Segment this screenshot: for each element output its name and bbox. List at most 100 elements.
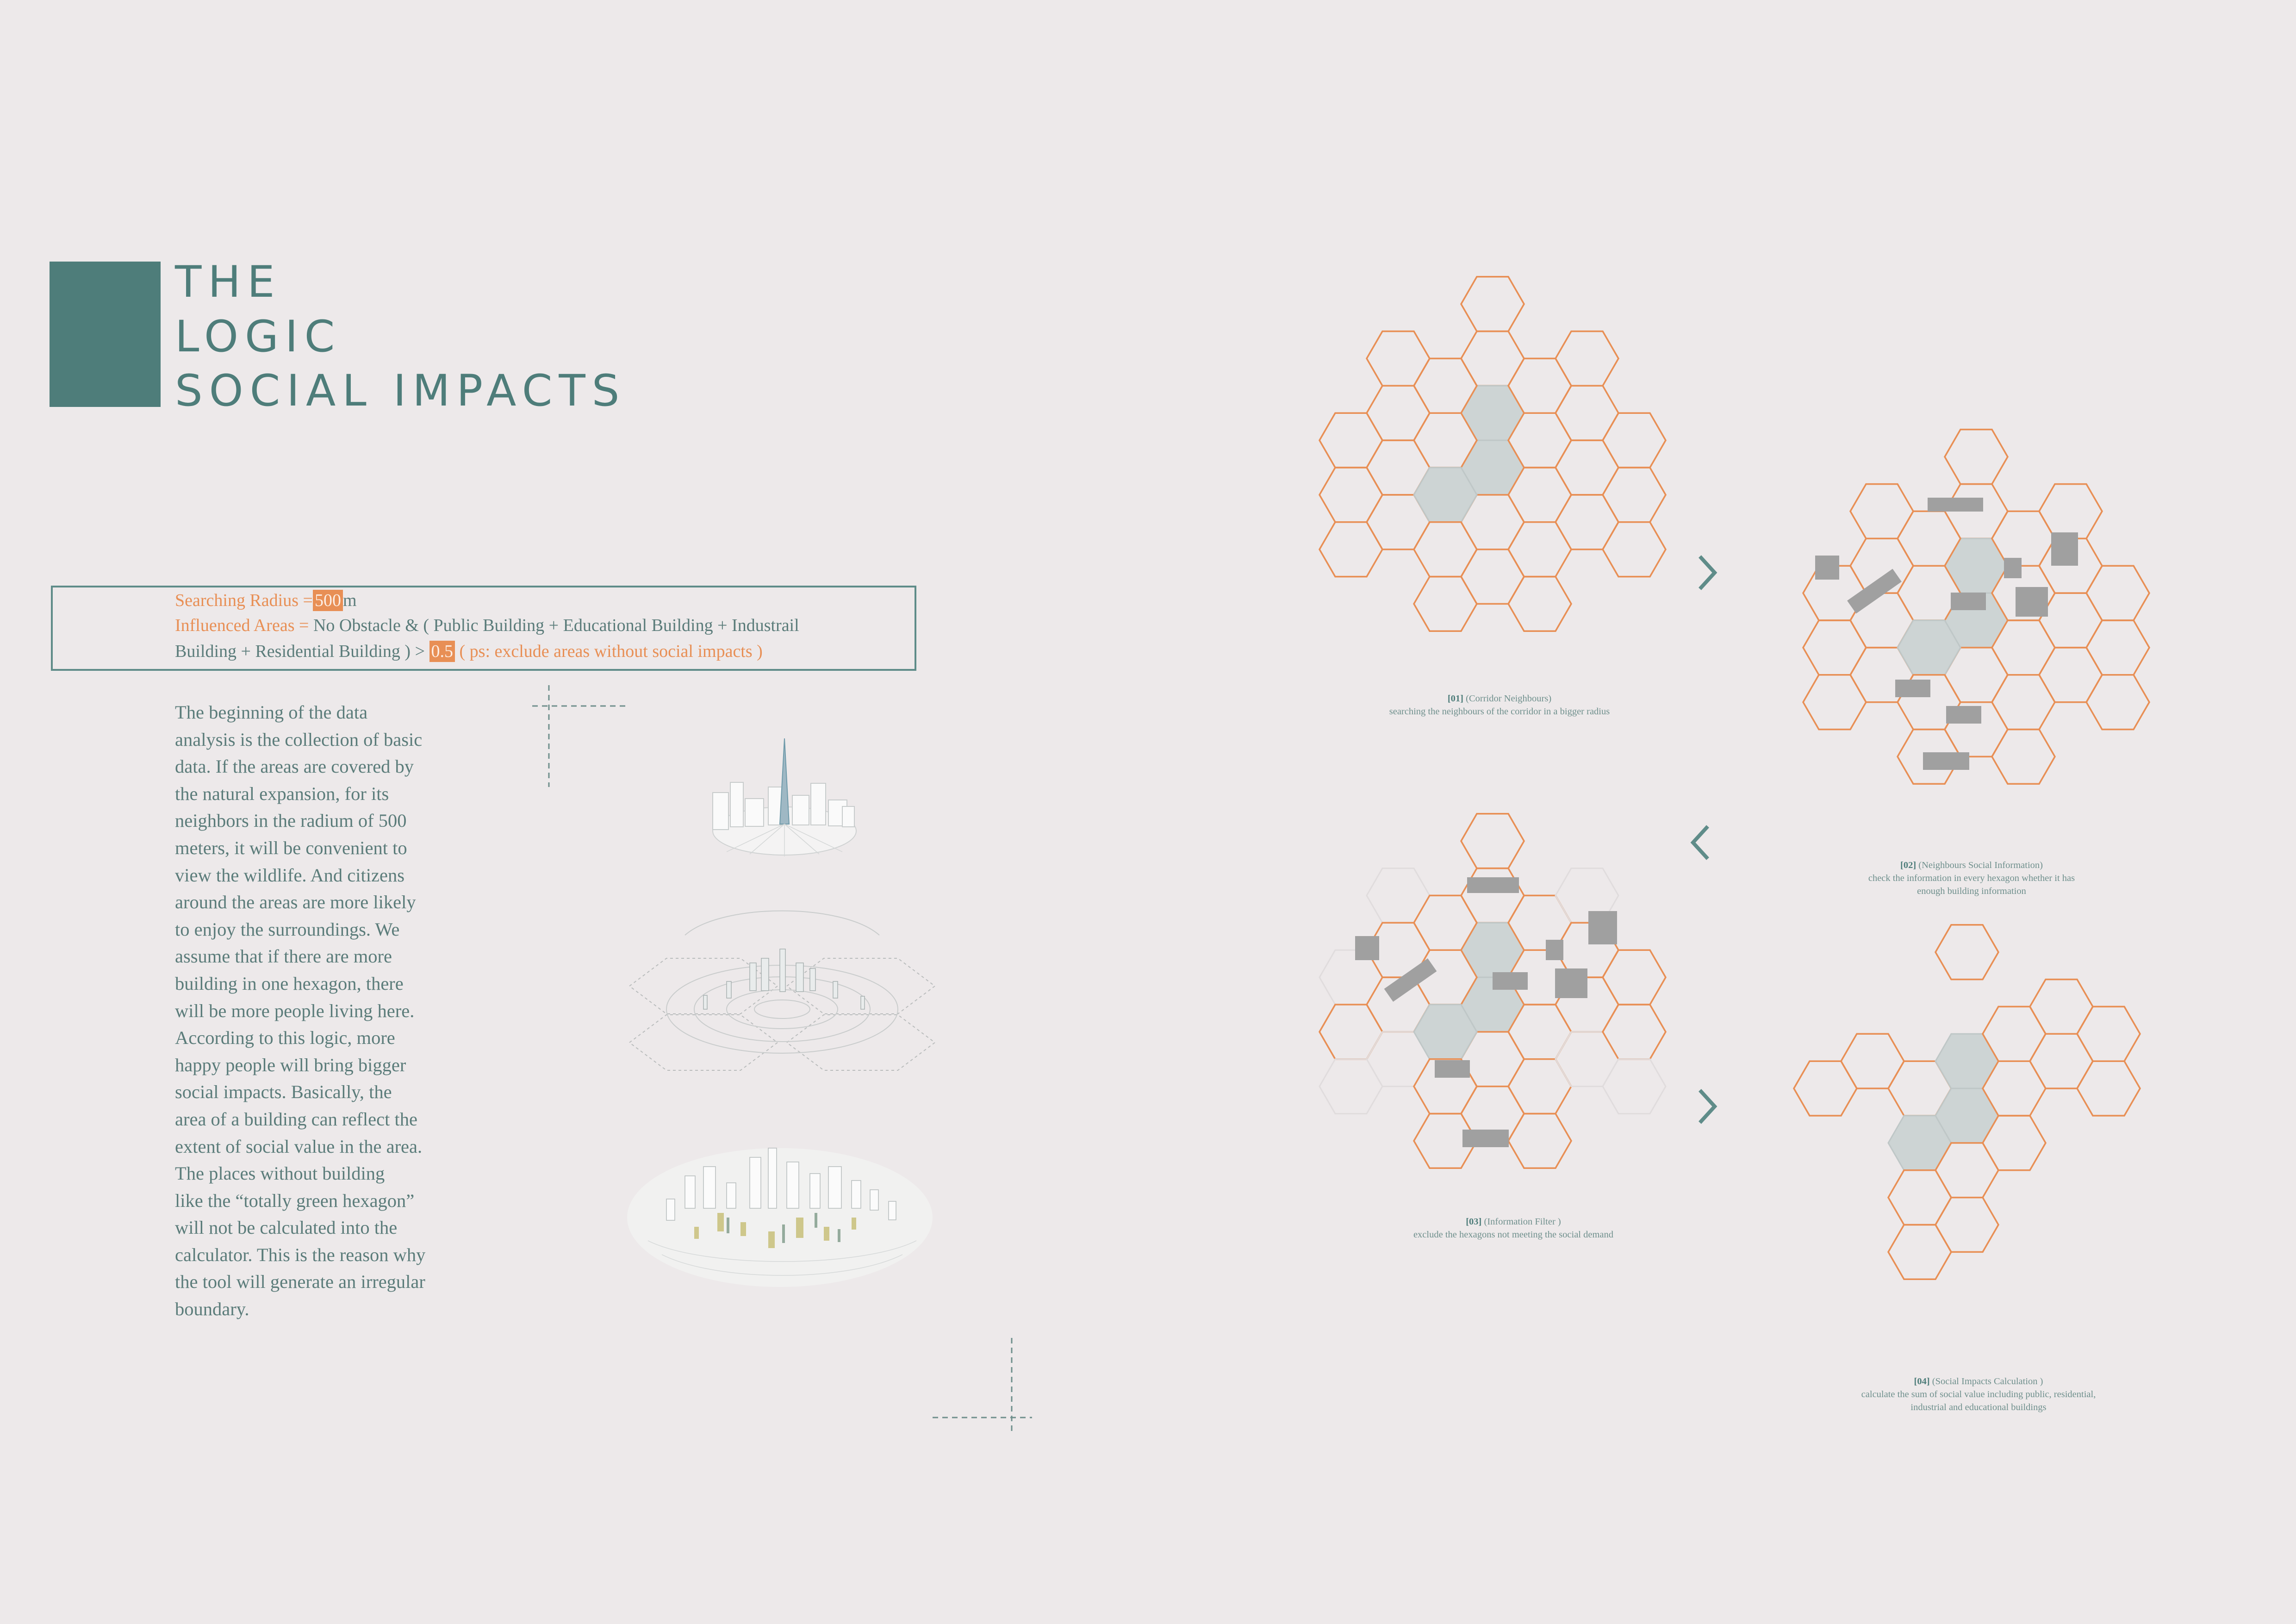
building-footprint (1923, 752, 1969, 770)
building-footprint (2051, 532, 2078, 566)
step-4-desc-1: calculate the sum of social value includ… (1861, 1389, 2096, 1399)
influenced-equals: = (299, 616, 309, 635)
hex-cell (1460, 867, 1525, 924)
chevron-right-icon[interactable] (1692, 552, 1724, 593)
hex-cell (1601, 467, 1667, 523)
step-3-name: (Information Filter ) (1484, 1217, 1561, 1227)
hex-cell (1507, 1058, 1573, 1115)
building-footprint (2016, 587, 2048, 617)
hex-cell-selected (1935, 1033, 1999, 1089)
hex-cell (1887, 1169, 1953, 1226)
hex-cell (1507, 521, 1573, 578)
body-line: According to this logic, more (175, 1027, 395, 1049)
hex-cell (1792, 1060, 1858, 1117)
layered-3d-figures (532, 685, 1032, 1435)
hex-cell (1318, 1004, 1384, 1060)
body-line: the natural expansion, for its (175, 783, 389, 804)
body-line: building in one hexagon, there (175, 973, 404, 994)
building-footprint (1384, 958, 1437, 1002)
body-line: will be more people living here. (175, 1000, 415, 1021)
hex-cell-excluded (1366, 868, 1431, 924)
body-line: will not be calculated into the (175, 1217, 398, 1238)
hex-cell (1412, 575, 1478, 632)
building-footprint (1462, 1130, 1509, 1147)
hex-cell (1896, 728, 1962, 785)
step-2-num: [02] (1900, 860, 1916, 870)
hex-cell (1802, 619, 1867, 676)
step-2-name: (Neighbours Social Information) (1918, 860, 2043, 870)
body-line: data. If the areas are covered by (175, 756, 414, 777)
body-line: the tool will generate an irregular (175, 1271, 425, 1293)
formula-influenced-cont: Building + Residential Building ) > 0.5 … (175, 641, 763, 662)
body-paragraph: The beginning of the data analysis is the… (175, 699, 471, 1323)
building-footprint (1815, 556, 1839, 580)
terrain-towers (703, 949, 865, 1010)
hex-cell (1991, 674, 2056, 731)
title-line-1: THE (175, 257, 281, 307)
hex-cell (1849, 483, 1915, 540)
hex-cell (1460, 813, 1525, 869)
formula-note: ( ps: exclude areas without social impac… (459, 642, 763, 661)
hex-cell (1802, 674, 1867, 731)
hex-cell (2038, 592, 2103, 649)
building-footprint (1435, 1060, 1470, 1078)
body-line: meters, it will be convenient to (175, 837, 407, 858)
body-line: boundary. (175, 1299, 249, 1320)
hex-cell (1840, 1033, 1905, 1089)
influenced-text-2: Building + Residential Building ) > (175, 642, 425, 661)
body-line: extent of social value in the area. (175, 1136, 423, 1157)
hex-cell (1554, 494, 1620, 550)
hex-cell (2076, 1060, 2141, 1117)
hex-cluster-step-1 (1318, 276, 1667, 632)
body-line: happy people will bring bigger (175, 1054, 406, 1075)
hex-cell (2085, 619, 2151, 676)
title-color-block (50, 262, 161, 407)
building-footprint (2004, 558, 2022, 578)
hex-cell-selected (1944, 537, 2009, 594)
city-model-layer (712, 738, 857, 856)
step-2-desc-1: check the information in every hexagon w… (1868, 873, 2075, 883)
hex-cell (1507, 575, 1573, 632)
hex-cell (1601, 949, 1667, 1006)
body-line: neighbors in the radium of 500 (175, 810, 407, 831)
radius-label: Searching Radius (175, 591, 299, 610)
hex-cell (1601, 412, 1667, 468)
hex-cell (1318, 521, 1384, 578)
hex-cell (1460, 548, 1525, 605)
hex-cell-excluded (1555, 1031, 1619, 1087)
body-line: to enjoy the surroundings. We (175, 918, 400, 940)
radius-unit: m (342, 591, 357, 610)
step-4-desc-2: industrial and educational buildings (1910, 1402, 2047, 1412)
building-footprint (1928, 498, 1983, 512)
body-line: analysis is the collection of basic (175, 729, 423, 750)
hex-cell (1934, 1196, 2000, 1253)
formula-radius: Searching Radius = 500 m (175, 590, 357, 611)
building-footprint (1847, 568, 1902, 614)
hex-cell (2085, 674, 2151, 731)
hex-cell (2038, 483, 2103, 540)
hex-cell (2028, 1033, 2094, 1089)
hex-cell (1460, 330, 1525, 387)
hex-cell (1365, 385, 1431, 441)
building-footprint (1555, 968, 1587, 998)
hex-cluster-step-4 (1792, 924, 2141, 1280)
hex-cluster-step-3 (1318, 813, 1667, 1169)
combined-scene-layer (627, 1148, 933, 1287)
step-1-name: (Corridor Neighbours) (1466, 693, 1552, 704)
building-footprint (1493, 972, 1528, 990)
chevron-right-icon[interactable] (1692, 1086, 1724, 1127)
body-line: view the wildlife. And citizens (175, 864, 405, 886)
hex-cell (2085, 565, 2151, 621)
hex-cell (1318, 467, 1384, 523)
step-caption-2: [02] (Neighbours Social Information) che… (1740, 859, 2203, 898)
building-footprint (1588, 911, 1617, 944)
hex-cell (1601, 521, 1667, 578)
hex-cell (1507, 1112, 1573, 1169)
chevron-left-icon[interactable] (1685, 822, 1717, 863)
building-footprint (1946, 706, 1981, 724)
step-caption-1: [01] (Corridor Neighbours) searching the… (1268, 692, 1731, 718)
hex-cell (1318, 412, 1384, 468)
step-3-num: [03] (1466, 1217, 1482, 1227)
body-line: like the “totally green hexagon” (175, 1190, 415, 1211)
hex-cell (2076, 1006, 2141, 1062)
